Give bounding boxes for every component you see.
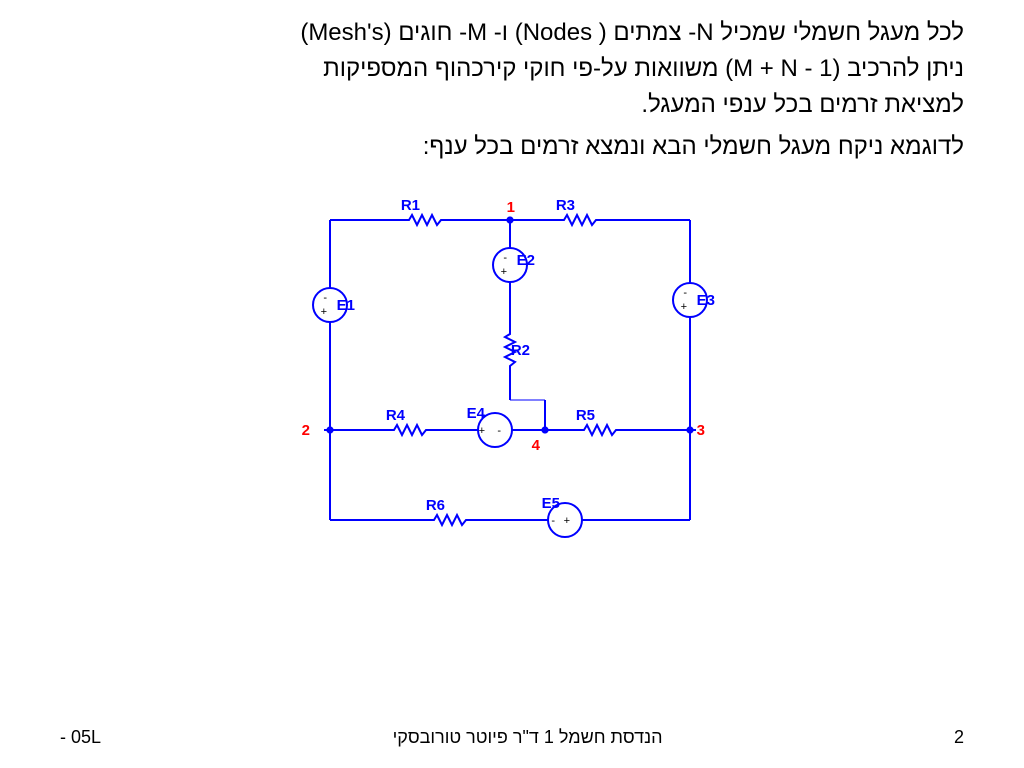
resistor-R3	[560, 215, 600, 225]
text-line-1: לכל מעגל חשמלי שמכיל N- צמתים ( Nodes) ו…	[60, 15, 964, 51]
description-text: לכל מעגל חשמלי שמכיל N- צמתים ( Nodes) ו…	[60, 15, 964, 165]
label-R1: R1	[401, 200, 420, 214]
resistor-R5	[580, 425, 620, 435]
label-E4: E4	[467, 405, 486, 422]
svg-text:-: -	[323, 292, 327, 304]
label-E5: E5	[542, 495, 560, 512]
footer-center: הנדסת חשמל 1 ד"ר פיוטר טורובסקי	[393, 727, 663, 748]
label-E3: E3	[697, 292, 715, 309]
footer: 2 הנדסת חשמל 1 ד"ר פיוטר טורובסקי 05L -	[0, 727, 1024, 748]
text-line-2: ניתן להרכיב (M + N - 1) משוואות על-פי חו…	[60, 51, 964, 87]
node-label-2: 2	[302, 422, 310, 439]
resistor-R6	[430, 515, 470, 525]
svg-text:-: -	[497, 425, 501, 437]
node-label-1: 1	[507, 200, 515, 216]
svg-text:+: +	[501, 266, 507, 278]
resistor-R4	[390, 425, 430, 435]
svg-text:+: +	[479, 425, 485, 437]
svg-text:-: -	[683, 287, 687, 299]
circuit-diagram: R1R3R2R4R5R6E1-+E2-+E3-+E4+-E5-+1234	[280, 200, 740, 600]
node-label-3: 3	[697, 422, 705, 439]
label-R5: R5	[576, 407, 595, 424]
label-R3: R3	[556, 200, 575, 214]
svg-text:+: +	[321, 306, 327, 318]
node-label-4: 4	[532, 437, 541, 454]
svg-text:+: +	[681, 301, 687, 313]
text-line-3: למציאת זרמים בכל ענפי המעגל.	[60, 87, 964, 123]
resistor-R1	[405, 215, 445, 225]
circuit-svg: R1R3R2R4R5R6E1-+E2-+E3-+E4+-E5-+1234	[280, 200, 740, 600]
label-E1: E1	[337, 297, 355, 314]
footer-right: 05L -	[60, 727, 101, 748]
text-line-4: לדוגמא ניקח מעגל חשמלי הבא ונמצא זרמים ב…	[60, 129, 964, 165]
label-R2: R2	[511, 342, 530, 359]
label-E2: E2	[517, 252, 535, 269]
page-number: 2	[954, 727, 964, 748]
svg-text:-: -	[503, 252, 507, 264]
label-R6: R6	[426, 497, 445, 514]
label-R4: R4	[386, 407, 406, 424]
svg-text:+: +	[564, 515, 570, 527]
svg-text:-: -	[551, 515, 555, 527]
